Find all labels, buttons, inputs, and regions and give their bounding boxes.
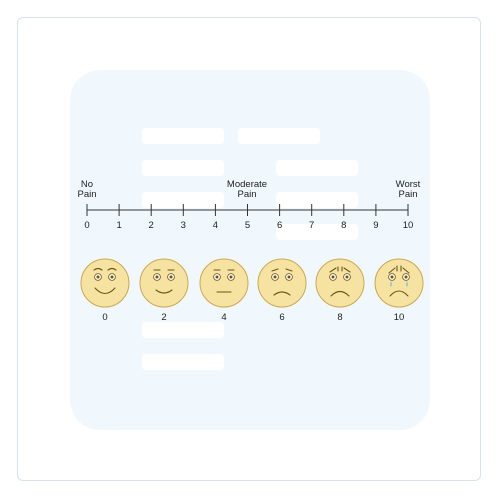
face-label: 8 (337, 312, 343, 323)
sad-face-icon (315, 258, 365, 308)
frowning-face-icon (257, 258, 307, 308)
face-label: 2 (161, 312, 167, 323)
smiling-face-icon (139, 258, 189, 308)
anchor-line: Moderate (226, 179, 268, 190)
scale-tick-label: 0 (84, 220, 90, 231)
crying-face-icon (374, 258, 424, 308)
placeholder-bar (142, 128, 224, 144)
scale-tick-label: 8 (341, 220, 347, 231)
anchor-line: Pain (237, 189, 257, 200)
scale-tick-label: 9 (373, 220, 379, 231)
face-label: 4 (221, 312, 227, 323)
placeholder-bar (276, 192, 358, 208)
placeholder-bar (142, 322, 224, 338)
anchor-worst-pain: Worst Pain (396, 180, 421, 200)
placeholder-bar (142, 192, 224, 208)
face-label: 0 (102, 312, 108, 323)
placeholder-bar (142, 354, 224, 370)
placeholder-bar (142, 160, 224, 176)
anchor-line: Pain (398, 189, 418, 200)
face-label: 10 (393, 312, 405, 323)
anchor-no-pain: No Pain (77, 180, 96, 200)
anchor-line: No (80, 179, 94, 190)
scale-tick-label: 6 (276, 220, 283, 231)
scale-tick-label: 2 (148, 220, 154, 231)
scale-tick-label: 4 (212, 220, 219, 231)
face-label: 6 (279, 312, 285, 323)
scale-tick-label: 1 (116, 220, 122, 231)
very-happy-face-icon (80, 258, 130, 308)
scale-tick-label: 10 (402, 220, 414, 231)
anchor-moderate-pain: Moderate Pain (227, 180, 267, 200)
anchor-line: Pain (77, 189, 97, 200)
placeholder-bar (276, 224, 358, 240)
scale-tick-label: 5 (244, 220, 251, 231)
scale-tick-label: 3 (180, 220, 186, 231)
placeholder-bar (238, 128, 320, 144)
placeholder-bar (276, 160, 358, 176)
scale-tick-label: 7 (309, 220, 315, 231)
anchor-line: Worst (395, 179, 421, 190)
neutral-face-icon (199, 258, 249, 308)
